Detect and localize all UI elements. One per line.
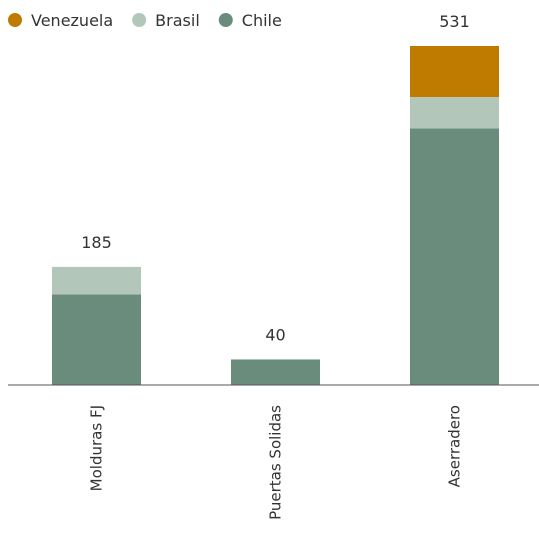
category-label-puertas-solidas: Puertas Solidas	[267, 405, 285, 520]
legend-swatch-venezuela	[8, 13, 22, 27]
legend-label-chile: Chile	[242, 11, 282, 30]
bar-aserradero-venezuela	[410, 46, 499, 98]
bar-molduras-fj-chile	[52, 294, 141, 385]
legend-label-brasil: Brasil	[155, 11, 200, 30]
category-label-aserradero: Aserradero	[446, 405, 464, 487]
bar-group	[52, 46, 499, 385]
total-label-aserradero: 531	[439, 12, 470, 31]
total-label-molduras-fj: 185	[81, 233, 112, 252]
bar-puertas-solidas-chile	[231, 359, 320, 385]
bar-aserradero-chile	[410, 128, 499, 385]
legend-label-venezuela: Venezuela	[31, 11, 113, 30]
category-label-molduras-fj: Molduras FJ	[88, 405, 106, 491]
bar-aserradero-brasil	[410, 97, 499, 129]
bar-molduras-fj-brasil	[52, 266, 141, 295]
chart-legend: Venezuela Brasil Chile	[8, 11, 282, 30]
category-labels: Molduras FJ Puertas Solidas Aserradero	[88, 405, 464, 520]
legend-swatch-brasil	[132, 13, 147, 27]
total-labels: 185 40 531	[81, 12, 470, 344]
total-label-puertas-solidas: 40	[265, 325, 285, 344]
legend-swatch-chile	[218, 13, 233, 27]
